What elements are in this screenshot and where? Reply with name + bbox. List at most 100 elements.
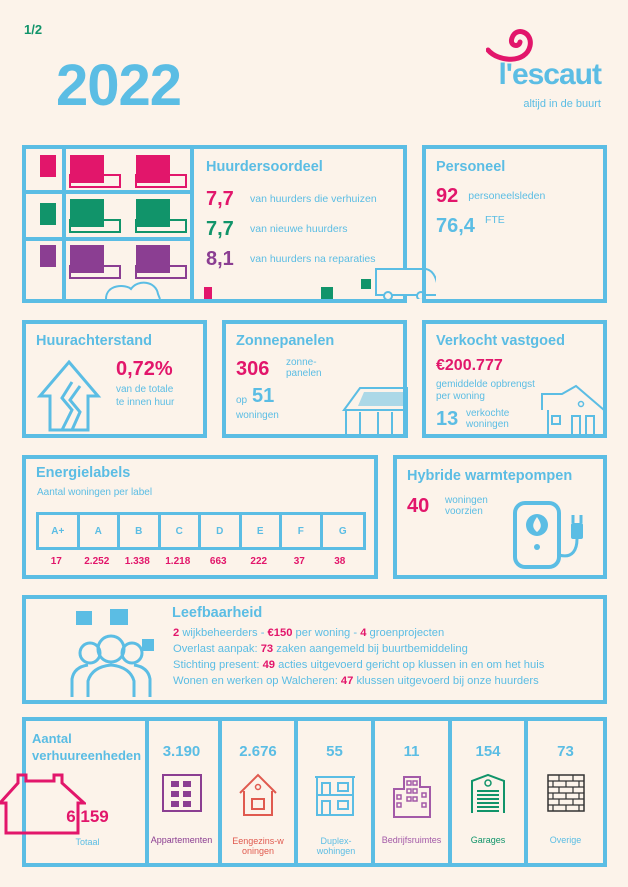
homes-op: op: [236, 395, 248, 406]
rating-value: 8,1: [206, 248, 234, 270]
energy-label: G: [338, 525, 347, 537]
heatpump-count: 40: [407, 495, 430, 517]
moving-truck-illustration: [204, 268, 436, 299]
leef-line-2: Overlast aanpak: 73 zaken aangemeld bij …: [173, 643, 468, 655]
huurachterstand-panel: Huurachterstand 0,72% van de totale te i…: [22, 320, 207, 438]
leefbaarheid-title: Leefbaarheid: [172, 605, 263, 621]
energy-value: 1.218: [165, 556, 191, 567]
apartment-building-illustration: [26, 149, 194, 299]
unit-label: Garages: [470, 835, 506, 845]
energielabels-subtitle: Aantal woningen per label: [37, 487, 153, 498]
energy-label-values-row: 17 2.252 1.338 1.218 663 222 37 38: [36, 556, 360, 567]
unit-label: Duplex-wohingen: [316, 836, 356, 856]
brick-wall-icon: [546, 774, 585, 812]
fte-value: 76,4: [436, 215, 475, 237]
family-home-icon: [239, 773, 277, 816]
logo: l'escaut altijd in de buurt: [470, 28, 605, 113]
verhuureenheden-panel: [22, 717, 607, 867]
leef-line-3: Stichting present: 49 acties uitgevoerd …: [173, 659, 545, 671]
solar-house-icon: [342, 387, 408, 438]
energy-value: 2.252: [84, 556, 110, 567]
staff-label: personeelsleden: [468, 189, 546, 202]
sale-label-2: per woning: [436, 391, 485, 402]
community-people-icon: [70, 609, 154, 697]
apartment-icon: [161, 774, 202, 812]
energielabels-panel: [22, 455, 378, 579]
homes-label: woningen: [236, 410, 279, 421]
unit-label: Overige: [549, 835, 582, 845]
energy-value: 222: [250, 556, 268, 567]
hybride-panel: Hybride warmtepompen 40 woningen voorzie…: [393, 455, 607, 579]
unit-value: 55: [326, 743, 343, 760]
personeel-title: Personeel: [436, 159, 506, 175]
swirl-logo-icon: [486, 29, 533, 62]
zonnepanelen-title: Zonnepanelen: [236, 333, 335, 349]
rating-row: 7,7 van huurders die verhuizen: [206, 184, 377, 214]
page-number: 1/2: [24, 22, 43, 37]
rating-label: van huurders na reparaties: [250, 252, 376, 265]
unit-value: 11: [403, 743, 420, 760]
hybride-title: Hybride warmtepompen: [407, 468, 573, 484]
total-units-column: Aantal verhuureenheden 6.159 Totaal: [0, 717, 149, 866]
fte-label: FTE: [484, 214, 505, 226]
cracked-house-icon: [36, 359, 102, 432]
unit-column-overige: 73 Overige: [528, 717, 603, 866]
leef-line-1: 2 wijkbeheerders - €150 per woning - 4 g…: [173, 627, 445, 639]
verkocht-title: Verkocht vastgoed: [436, 333, 565, 349]
energy-label: A+: [39, 515, 80, 547]
unit-value: 3.190: [162, 743, 201, 760]
energy-value: 1.338: [124, 556, 150, 567]
leef-line-4: Wonen en werken op Walcheren: 47 klussen…: [173, 675, 539, 687]
unit-label: Eengezins-woningen: [232, 836, 284, 856]
duplex-icon: [314, 776, 355, 816]
energy-value: 37: [293, 556, 305, 567]
sold-label-2: woningen: [466, 419, 509, 430]
unit-column-eengezinswoningen: 2.676 Eengezins-woningen: [222, 717, 298, 866]
year-title: 2022: [56, 53, 182, 118]
huurdersoordeel-title: Huurdersoordeel: [206, 159, 323, 175]
verkocht-panel: Verkocht vastgoed €200.777 gemiddelde op…: [422, 320, 607, 438]
rating-label: van nieuwe huurders: [250, 222, 348, 235]
energy-label: F: [282, 515, 323, 547]
office-building-icon: [392, 776, 431, 818]
sale-label-1: gemiddelde opbrengst: [436, 379, 535, 390]
energy-label: C: [161, 515, 201, 547]
energielabels-title: Energielabels: [36, 465, 131, 481]
energy-label: A: [80, 515, 120, 547]
homes-count: 51: [252, 385, 275, 407]
panels-label-1: zonne-: [286, 357, 317, 368]
rating-value: 7,7: [206, 218, 234, 240]
staff-count: 92: [436, 185, 459, 207]
panels-count: 306: [236, 358, 270, 380]
unit-value: 2.676: [239, 743, 277, 760]
unit-column-duplexwoningen: 55 Duplex-wohingen: [298, 717, 375, 866]
house-outline-icon: [0, 773, 86, 835]
zonnepanelen-panel: Zonnepanelen 306 zonne- panelen op 51 wo…: [222, 320, 408, 438]
huurachterstand-title: Huurachterstand: [36, 333, 153, 349]
rating-label: van huurders die verhuizen: [250, 192, 377, 205]
unit-value: 154: [475, 743, 501, 760]
unit-label: Bedrijfsruimtes: [381, 835, 442, 845]
energy-value: 17: [50, 556, 62, 567]
huurdersoordeel-panel: Huurdersoordeel 7,7 van huurders die verh…: [22, 145, 436, 303]
unit-column-appartementen: 3.190 Appartementen: [145, 717, 222, 866]
units-total-label: Totaal: [75, 837, 100, 847]
unit-column-bedrijfsruimtes: 11 Bedrijfsruimtes: [375, 717, 452, 866]
heatpump-label-2: voorzien: [445, 506, 483, 517]
arrears-label-2: te innen huur: [116, 397, 175, 408]
energy-value: 663: [209, 556, 227, 567]
house-icon: [541, 384, 605, 438]
logo-name: l'escaut: [498, 58, 602, 91]
arrears-value: 0,72%: [116, 358, 173, 380]
arrears-label-1: van de totale: [116, 384, 174, 395]
panels-label-2: panelen: [286, 368, 322, 379]
energy-label: E: [242, 515, 282, 547]
sold-label-1: verkochte: [466, 408, 510, 419]
energy-label: B: [120, 515, 161, 547]
garage-icon: [471, 773, 505, 813]
energy-label: D: [201, 515, 242, 547]
logo-tagline: altijd in de buurt: [523, 98, 601, 110]
unit-value: 73: [557, 743, 574, 760]
units-title-1: Aantal: [32, 731, 72, 746]
energy-label-header-row: A+ A B C D E F G: [36, 512, 366, 550]
